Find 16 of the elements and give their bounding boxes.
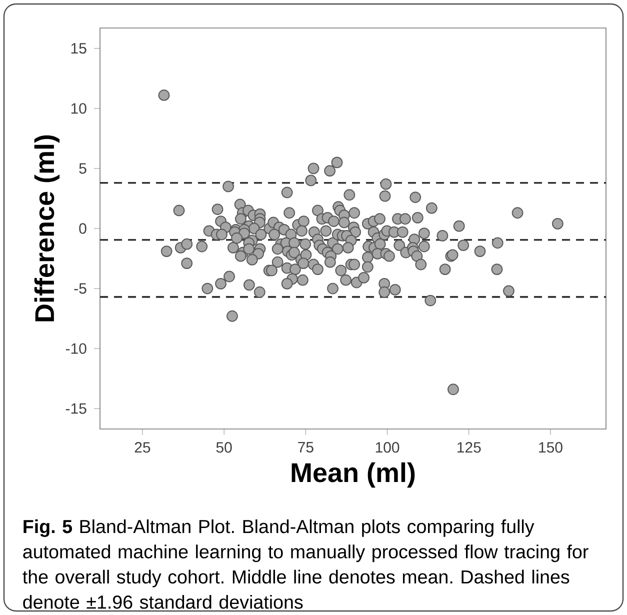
y-tick-label: 15 bbox=[71, 43, 86, 54]
x-tick-label: 100 bbox=[376, 442, 400, 453]
y-tick-label: -10 bbox=[66, 343, 86, 354]
x-tick-label: 50 bbox=[216, 442, 232, 453]
x-axis-title: Mean (ml) bbox=[292, 462, 415, 488]
y-tick-label: 10 bbox=[71, 103, 86, 114]
y-tick-label: -15 bbox=[66, 403, 86, 414]
y-tick-label: 5 bbox=[79, 163, 86, 174]
y-tick-label: -5 bbox=[74, 283, 86, 294]
y-tick-label: 0 bbox=[79, 223, 86, 234]
x-tick-label: 25 bbox=[134, 442, 150, 453]
y-axis-title: Difference (ml) bbox=[34, 135, 60, 322]
x-tick-label: 125 bbox=[458, 442, 481, 453]
x-tick-label: 150 bbox=[539, 442, 562, 453]
text: Fig. 5 Bland-Altman Plot. Bland-Altman plots comparing fully automated machine learning to manually processed flow tracing for the overall study cohort. Middle line denotes mean. Dashed lines denote ±1.96 standard deviations bbox=[22, 519, 588, 609]
x-tick-label: 75 bbox=[298, 442, 314, 453]
